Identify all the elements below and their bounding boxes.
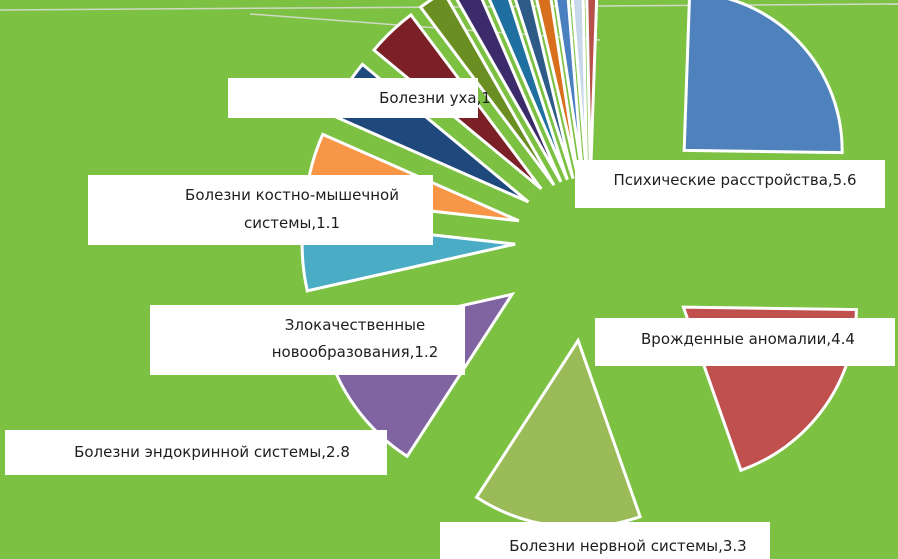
pie-slice xyxy=(554,0,585,178)
pie-slice xyxy=(474,337,643,529)
data-label: Болезни эндокринной системы,2.8 xyxy=(74,443,350,461)
pie-slice xyxy=(514,0,575,180)
data-label: Злокачественные новообразования,1.2 xyxy=(272,316,439,361)
data-label-box xyxy=(150,305,465,375)
pie-slice xyxy=(455,0,563,183)
data-label-box xyxy=(228,78,478,118)
data-label-box xyxy=(595,318,895,366)
pie-slice xyxy=(570,0,589,178)
data-label: Болезни костно-мышечной системы,1.1 xyxy=(185,186,399,232)
pie-slice xyxy=(585,0,599,178)
data-label-box xyxy=(5,430,387,475)
pie-slice xyxy=(535,0,580,178)
data-label-box xyxy=(88,175,433,245)
pie-slice xyxy=(418,0,556,187)
pie-slice xyxy=(682,0,844,155)
data-label-box xyxy=(440,522,770,559)
data-label: Болезни уха,1 xyxy=(379,89,491,107)
pie-labels: Психические расстройства,5.6 Врожденные а… xyxy=(5,78,895,559)
data-label-box xyxy=(575,160,885,208)
data-label: Психические расстройства,5.6 xyxy=(613,171,856,189)
leader-line xyxy=(249,13,601,41)
data-label: Врожденные аномалии,4.4 xyxy=(641,330,855,348)
data-label: Болезни нервной системы,3.3 xyxy=(509,537,746,555)
